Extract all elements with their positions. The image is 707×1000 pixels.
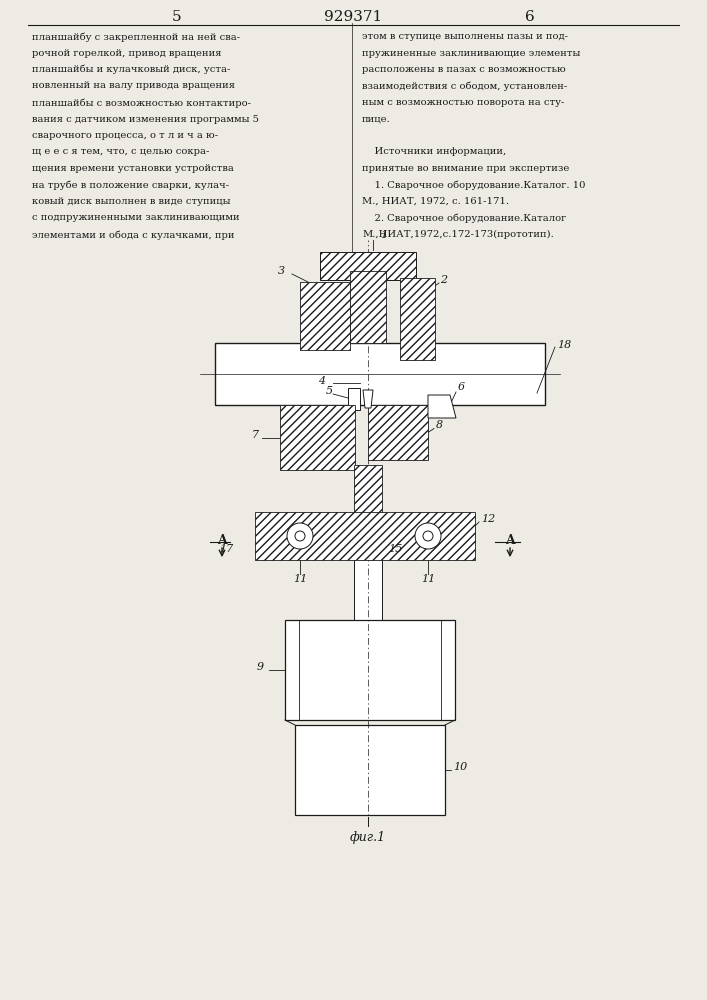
Text: рочной горелкой, привод вращения: рочной горелкой, привод вращения	[32, 48, 221, 57]
Text: 6: 6	[458, 382, 465, 392]
Bar	[400, 278, 435, 360]
Bar	[280, 405, 355, 470]
Text: новленный на валу привода вращения: новленный на валу привода вращения	[32, 82, 235, 91]
Text: пружиненные заклинивающие элементы: пружиненные заклинивающие элементы	[362, 48, 580, 57]
Text: элементами и обода с кулачками, при: элементами и обода с кулачками, при	[32, 230, 235, 239]
Text: 17: 17	[218, 544, 233, 554]
Text: 5: 5	[326, 386, 333, 396]
Text: М.,НИАТ,1972,с.172-173(прототип).: М.,НИАТ,1972,с.172-173(прототип).	[362, 230, 554, 239]
Bar	[300, 282, 350, 350]
Text: 2: 2	[440, 275, 447, 285]
Circle shape	[415, 523, 441, 549]
Text: М., НИАТ, 1972, с. 161-171.: М., НИАТ, 1972, с. 161-171.	[362, 197, 509, 206]
Text: 9: 9	[257, 662, 264, 672]
Text: 15: 15	[388, 544, 402, 554]
Text: планшайбу с закрепленной на ней сва-: планшайбу с закрепленной на ней сва-	[32, 32, 240, 41]
Text: пице.: пице.	[362, 114, 391, 123]
Polygon shape	[428, 395, 456, 418]
Text: ным с возможностью поворота на сту-: ным с возможностью поворота на сту-	[362, 98, 564, 107]
Text: 6: 6	[525, 10, 535, 24]
Polygon shape	[363, 390, 373, 408]
Text: 1. Сварочное оборудование.Каталог. 10: 1. Сварочное оборудование.Каталог. 10	[362, 180, 585, 190]
Bar	[215, 343, 545, 405]
Text: 4: 4	[318, 376, 325, 386]
Text: щ е е с я тем, что, с целью сокра-: щ е е с я тем, что, с целью сокра-	[32, 147, 209, 156]
Bar	[348, 388, 360, 410]
Bar	[255, 512, 475, 560]
Text: сварочного процесса, о т л и ч а ю-: сварочного процесса, о т л и ч а ю-	[32, 131, 218, 140]
Text: этом в ступице выполнены пазы и под-: этом в ступице выполнены пазы и под-	[362, 32, 568, 41]
Text: фиг.1: фиг.1	[350, 832, 386, 844]
Bar	[354, 465, 382, 545]
Bar	[350, 271, 386, 343]
Text: A: A	[217, 534, 227, 548]
Bar	[295, 725, 445, 815]
Bar	[368, 405, 428, 460]
Text: 11: 11	[293, 574, 307, 584]
Text: 929371: 929371	[324, 10, 382, 24]
Bar	[354, 512, 382, 560]
Text: A: A	[505, 534, 515, 548]
Text: расположены в пазах с возможностью: расположены в пазах с возможностью	[362, 65, 566, 74]
Circle shape	[423, 531, 433, 541]
Text: 7: 7	[252, 430, 259, 440]
Text: 10: 10	[453, 762, 467, 772]
Text: 5: 5	[173, 10, 182, 24]
Text: 3: 3	[278, 266, 285, 276]
Text: щения времени установки устройства: щения времени установки устройства	[32, 164, 234, 173]
Bar	[320, 252, 416, 280]
Circle shape	[295, 531, 305, 541]
Text: 11: 11	[421, 574, 435, 584]
Bar	[360, 358, 376, 390]
Text: Источники информации,: Источники информации,	[362, 147, 506, 156]
Text: 8: 8	[436, 420, 443, 430]
Text: принятые во внимание при экспертизе: принятые во внимание при экспертизе	[362, 164, 569, 173]
Text: вания с датчиком изменения программы 5: вания с датчиком изменения программы 5	[32, 114, 259, 123]
Text: планшайбы с возможностью контактиро-: планшайбы с возможностью контактиро-	[32, 98, 251, 107]
Text: планшайбы и кулачковый диск, уста-: планшайбы и кулачковый диск, уста-	[32, 65, 230, 75]
Text: 12: 12	[481, 514, 495, 524]
Text: взаимодействия с ободом, установлен-: взаимодействия с ободом, установлен-	[362, 82, 567, 91]
Bar	[354, 558, 382, 620]
Text: 2. Сварочное оборудование.Каталог: 2. Сварочное оборудование.Каталог	[362, 214, 566, 223]
Text: ковый диск выполнен в виде ступицы: ковый диск выполнен в виде ступицы	[32, 197, 230, 206]
Circle shape	[287, 523, 313, 549]
Bar	[285, 620, 455, 720]
Text: на трубе в положение сварки, кулач-: на трубе в положение сварки, кулач-	[32, 180, 229, 190]
Text: 1: 1	[380, 230, 387, 240]
Text: с подпружиненными заклинивающими: с подпружиненными заклинивающими	[32, 214, 240, 223]
Text: 18: 18	[557, 340, 571, 350]
